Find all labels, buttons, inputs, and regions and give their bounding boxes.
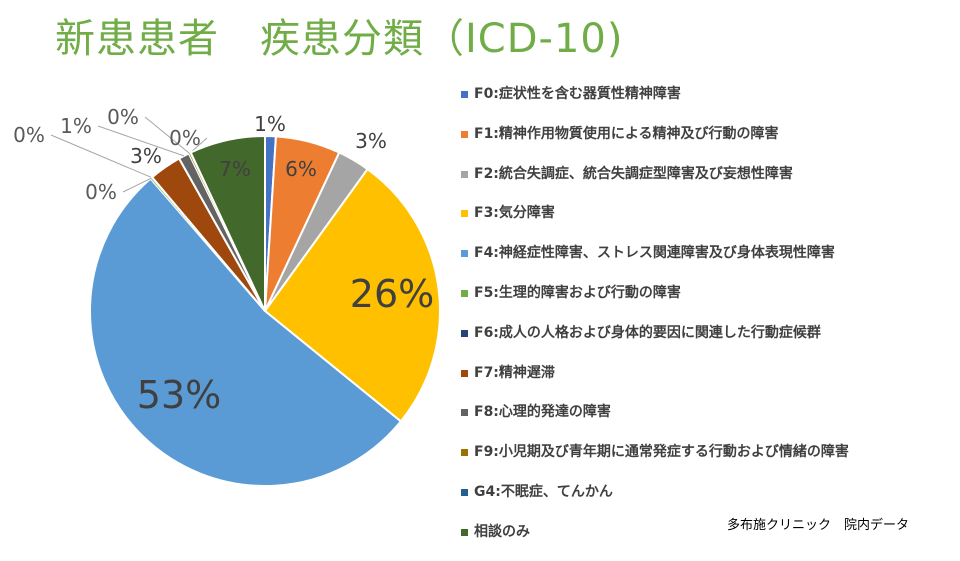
data-label-f5: 0% xyxy=(85,180,117,204)
legend-item-f5: F5:生理的障害および行動の障害 xyxy=(461,282,956,322)
pie-slice-f3 xyxy=(263,167,441,423)
chart-title: 新患患者 疾患分類（ICD-10) xyxy=(55,16,624,62)
legend-item-f1: F1:精神作用物質使用による精神及び行動の障害 xyxy=(461,123,956,163)
leader-line-g4 xyxy=(189,137,208,154)
leader-line-f8 xyxy=(97,125,185,157)
source-note: 多布施クリニック 院内データ xyxy=(727,518,910,533)
data-label-consult: 7% xyxy=(219,157,251,181)
data-label-f3: 26% xyxy=(350,272,434,316)
legend-item-f8: F8:心理的発達の障害 xyxy=(461,401,956,441)
leader-line-f6 xyxy=(50,134,152,179)
legend-label: 相談のみ xyxy=(474,523,530,540)
data-label-f1: 6% xyxy=(285,157,317,181)
data-label-f4: 53% xyxy=(137,373,221,417)
legend-swatch xyxy=(461,329,468,337)
data-label-g4: 0% xyxy=(169,126,201,150)
leader-line-f5 xyxy=(122,177,152,193)
legend-swatch xyxy=(461,289,468,297)
legend-swatch xyxy=(461,528,468,536)
legend-swatch xyxy=(461,369,468,377)
legend-swatch xyxy=(461,210,468,218)
pie-slice-f4 xyxy=(89,177,403,487)
legend-label: F7:精神遅滞 xyxy=(474,364,555,381)
chart-legend: F0:症状性を含む器質性精神障害 F1:精神作用物質使用による精神及び行動の障害 F… xyxy=(461,83,956,561)
legend-label: F4:神経症性障害、ストレス関連障害及び身体表現性障害 xyxy=(474,245,835,262)
legend-swatch xyxy=(461,91,468,98)
legend-label: F0:症状性を含む器質性精神障害 xyxy=(474,86,681,102)
data-label-f2: 3% xyxy=(355,129,387,153)
legend-label: F2:統合失調症、統合失調症型障害及び妄想性障害 xyxy=(474,165,793,182)
pie-slice-consult xyxy=(189,134,266,312)
legend-item-consult: 相談のみ xyxy=(461,521,956,561)
legend-item-f6: F6:成人の人格および身体的要因に関連した行動症候群 xyxy=(461,322,956,362)
legend-swatch xyxy=(461,170,468,178)
legend-item-f2: F2:統合失調症、統合失調症型障害及び妄想性障害 xyxy=(461,163,956,203)
legend-item-g4: G4:不眠症、てんかん xyxy=(461,481,956,521)
data-label-f9: 0% xyxy=(107,105,139,129)
legend-item-f0: F0:症状性を含む器質性精神障害 xyxy=(461,83,956,123)
legend-label: F3:気分障害 xyxy=(474,205,555,222)
leader-line-f9 xyxy=(144,116,190,154)
legend-swatch xyxy=(461,409,468,417)
legend-item-f9: F9:小児期及び青年期に通常発症する行動および情緒の障害 xyxy=(461,441,956,481)
data-label-f7: 3% xyxy=(130,144,162,168)
legend-label: F6:成人の人格および身体的要因に関連した行動症候群 xyxy=(474,324,821,341)
legend-label: F5:生理的障害および行動の障害 xyxy=(474,284,681,301)
legend-swatch xyxy=(461,130,468,138)
legend-item-f7: F7:精神遅滞 xyxy=(461,362,956,402)
legend-label: F9:小児期及び青年期に通常発症する行動および情緒の障害 xyxy=(474,444,849,461)
legend-label: G4:不眠症、てんかん xyxy=(474,483,613,500)
pie-chart: 1% 6% 3% 26% 53% 0% 0% 3% 1% 0% 0% 7% xyxy=(13,105,441,487)
legend-swatch xyxy=(461,250,468,258)
legend-label: F1:精神作用物質使用による精神及び行動の障害 xyxy=(474,125,779,142)
data-label-f8: 1% xyxy=(60,114,92,138)
legend-item-f3: F3:気分障害 xyxy=(461,202,956,242)
legend-swatch xyxy=(461,449,468,457)
legend-label: F8:心理的発達の障害 xyxy=(474,404,611,421)
data-label-f6: 0% xyxy=(13,123,45,147)
legend-swatch xyxy=(461,488,468,496)
legend-item-f4: F4:神経症性障害、ストレス関連障害及び身体表現性障害 xyxy=(461,242,956,282)
data-label-f0: 1% xyxy=(254,112,286,136)
